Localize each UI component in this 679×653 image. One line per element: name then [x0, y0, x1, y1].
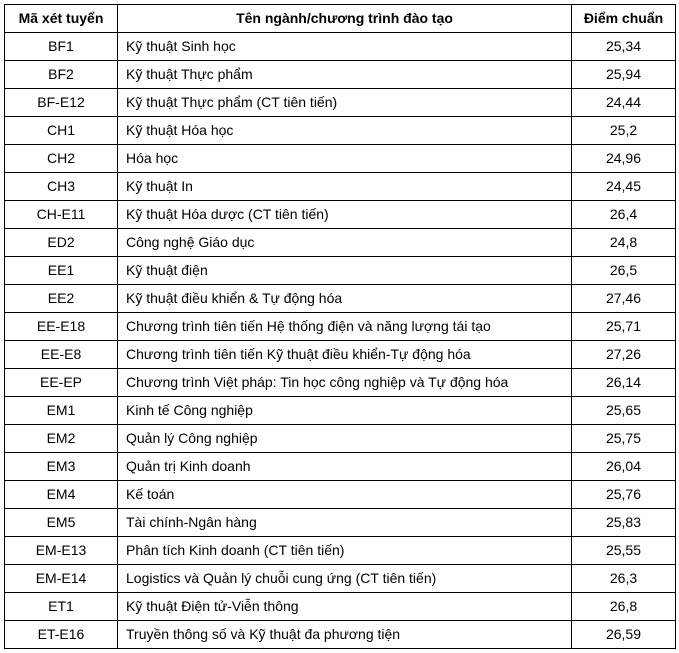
cell-code: EM3 — [5, 453, 118, 481]
cell-code: BF-E12 — [5, 89, 118, 117]
table-row: EM-E13Phân tích Kinh doanh (CT tiên tiến… — [5, 537, 676, 565]
cell-code: CH3 — [5, 173, 118, 201]
cell-name: Phân tích Kinh doanh (CT tiên tiến) — [118, 537, 572, 565]
cell-code: EM-E13 — [5, 537, 118, 565]
cell-code: EE-E18 — [5, 313, 118, 341]
cell-name: Kinh tế Công nghiệp — [118, 397, 572, 425]
table-row: EM3Quản trị Kinh doanh26,04 — [5, 453, 676, 481]
cell-name: Kỹ thuật Thực phẩm — [118, 61, 572, 89]
cell-name: Kỹ thuật điện — [118, 257, 572, 285]
cell-code: CH-E11 — [5, 201, 118, 229]
cell-score: 26,59 — [572, 621, 676, 649]
cell-code: CH1 — [5, 117, 118, 145]
cell-name: Truyền thông số và Kỹ thuật đa phương ti… — [118, 621, 572, 649]
table-row: ET-E16Truyền thông số và Kỹ thuật đa phư… — [5, 621, 676, 649]
table-row: BF2Kỹ thuật Thực phẩm25,94 — [5, 61, 676, 89]
cell-code: BF1 — [5, 33, 118, 61]
table-row: BF1Kỹ thuật Sinh học25,34 — [5, 33, 676, 61]
cell-code: EM-E14 — [5, 565, 118, 593]
cell-name: Kế toán — [118, 481, 572, 509]
table-row: EM1Kinh tế Công nghiệp25,65 — [5, 397, 676, 425]
cell-name: Chương trình Việt pháp: Tin học công ngh… — [118, 369, 572, 397]
cell-code: EM2 — [5, 425, 118, 453]
cell-code: EM1 — [5, 397, 118, 425]
cell-name: Logistics và Quản lý chuỗi cung ứng (CT … — [118, 565, 572, 593]
cell-score: 24,44 — [572, 89, 676, 117]
cell-code: CH2 — [5, 145, 118, 173]
cell-code: EM5 — [5, 509, 118, 537]
cell-score: 26,14 — [572, 369, 676, 397]
cell-score: 25,75 — [572, 425, 676, 453]
header-code: Mã xét tuyển — [5, 5, 118, 33]
cell-name: Chương trình tiên tiến Kỹ thuật điều khi… — [118, 341, 572, 369]
cell-code: ED2 — [5, 229, 118, 257]
cell-name: Kỹ thuật Hóa học — [118, 117, 572, 145]
admission-table: Mã xét tuyển Tên ngành/chương trình đào … — [4, 4, 676, 649]
cell-name: Kỹ thuật Hóa dược (CT tiên tiến) — [118, 201, 572, 229]
cell-score: 26,5 — [572, 257, 676, 285]
cell-name: Tài chính-Ngân hàng — [118, 509, 572, 537]
cell-score: 26,3 — [572, 565, 676, 593]
cell-name: Kỹ thuật Thực phẩm (CT tiên tiến) — [118, 89, 572, 117]
table-row: EE-E18Chương trình tiên tiến Hệ thống đi… — [5, 313, 676, 341]
table-row: CH-E11Kỹ thuật Hóa dược (CT tiên tiến)26… — [5, 201, 676, 229]
cell-name: Kỹ thuật điều khiển & Tự động hóa — [118, 285, 572, 313]
cell-name: Kỹ thuật Sinh học — [118, 33, 572, 61]
cell-score: 26,8 — [572, 593, 676, 621]
cell-name: Kỹ thuật Điện tử-Viễn thông — [118, 593, 572, 621]
cell-name: Chương trình tiên tiến Hệ thống điện và … — [118, 313, 572, 341]
cell-score: 26,4 — [572, 201, 676, 229]
cell-score: 24,45 — [572, 173, 676, 201]
table-row: ET1Kỹ thuật Điện tử-Viễn thông26,8 — [5, 593, 676, 621]
cell-score: 26,04 — [572, 453, 676, 481]
table-row: BF-E12Kỹ thuật Thực phẩm (CT tiên tiến)2… — [5, 89, 676, 117]
cell-code: EE1 — [5, 257, 118, 285]
cell-score: 25,94 — [572, 61, 676, 89]
cell-name: Kỹ thuật In — [118, 173, 572, 201]
cell-name: Quản trị Kinh doanh — [118, 453, 572, 481]
cell-score: 25,83 — [572, 509, 676, 537]
cell-code: EM4 — [5, 481, 118, 509]
table-row: EM2Quản lý Công nghiệp25,75 — [5, 425, 676, 453]
cell-code: BF2 — [5, 61, 118, 89]
cell-code: EE2 — [5, 285, 118, 313]
header-name: Tên ngành/chương trình đào tạo — [118, 5, 572, 33]
table-row: EE-EPChương trình Việt pháp: Tin học côn… — [5, 369, 676, 397]
cell-score: 24,96 — [572, 145, 676, 173]
table-row: EE2Kỹ thuật điều khiển & Tự động hóa27,4… — [5, 285, 676, 313]
table-row: EM5Tài chính-Ngân hàng25,83 — [5, 509, 676, 537]
cell-score: 25,76 — [572, 481, 676, 509]
cell-score: 24,8 — [572, 229, 676, 257]
cell-score: 27,26 — [572, 341, 676, 369]
table-row: CH3Kỹ thuật In24,45 — [5, 173, 676, 201]
cell-code: EE-EP — [5, 369, 118, 397]
cell-code: EE-E8 — [5, 341, 118, 369]
table-row: EM4Kế toán25,76 — [5, 481, 676, 509]
table-row: EE-E8Chương trình tiên tiến Kỹ thuật điề… — [5, 341, 676, 369]
table-row: EM-E14Logistics và Quản lý chuỗi cung ứn… — [5, 565, 676, 593]
header-score: Điểm chuẩn — [572, 5, 676, 33]
cell-score: 25,55 — [572, 537, 676, 565]
table-row: EE1Kỹ thuật điện26,5 — [5, 257, 676, 285]
table-row: ED2Công nghệ Giáo dục24,8 — [5, 229, 676, 257]
cell-score: 25,34 — [572, 33, 676, 61]
cell-score: 27,46 — [572, 285, 676, 313]
cell-name: Quản lý Công nghiệp — [118, 425, 572, 453]
table-row: CH1Kỹ thuật Hóa học25,2 — [5, 117, 676, 145]
table-row: CH2Hóa học24,96 — [5, 145, 676, 173]
cell-code: ET-E16 — [5, 621, 118, 649]
cell-score: 25,71 — [572, 313, 676, 341]
cell-code: ET1 — [5, 593, 118, 621]
cell-score: 25,65 — [572, 397, 676, 425]
table-header-row: Mã xét tuyển Tên ngành/chương trình đào … — [5, 5, 676, 33]
cell-score: 25,2 — [572, 117, 676, 145]
cell-name: Công nghệ Giáo dục — [118, 229, 572, 257]
cell-name: Hóa học — [118, 145, 572, 173]
